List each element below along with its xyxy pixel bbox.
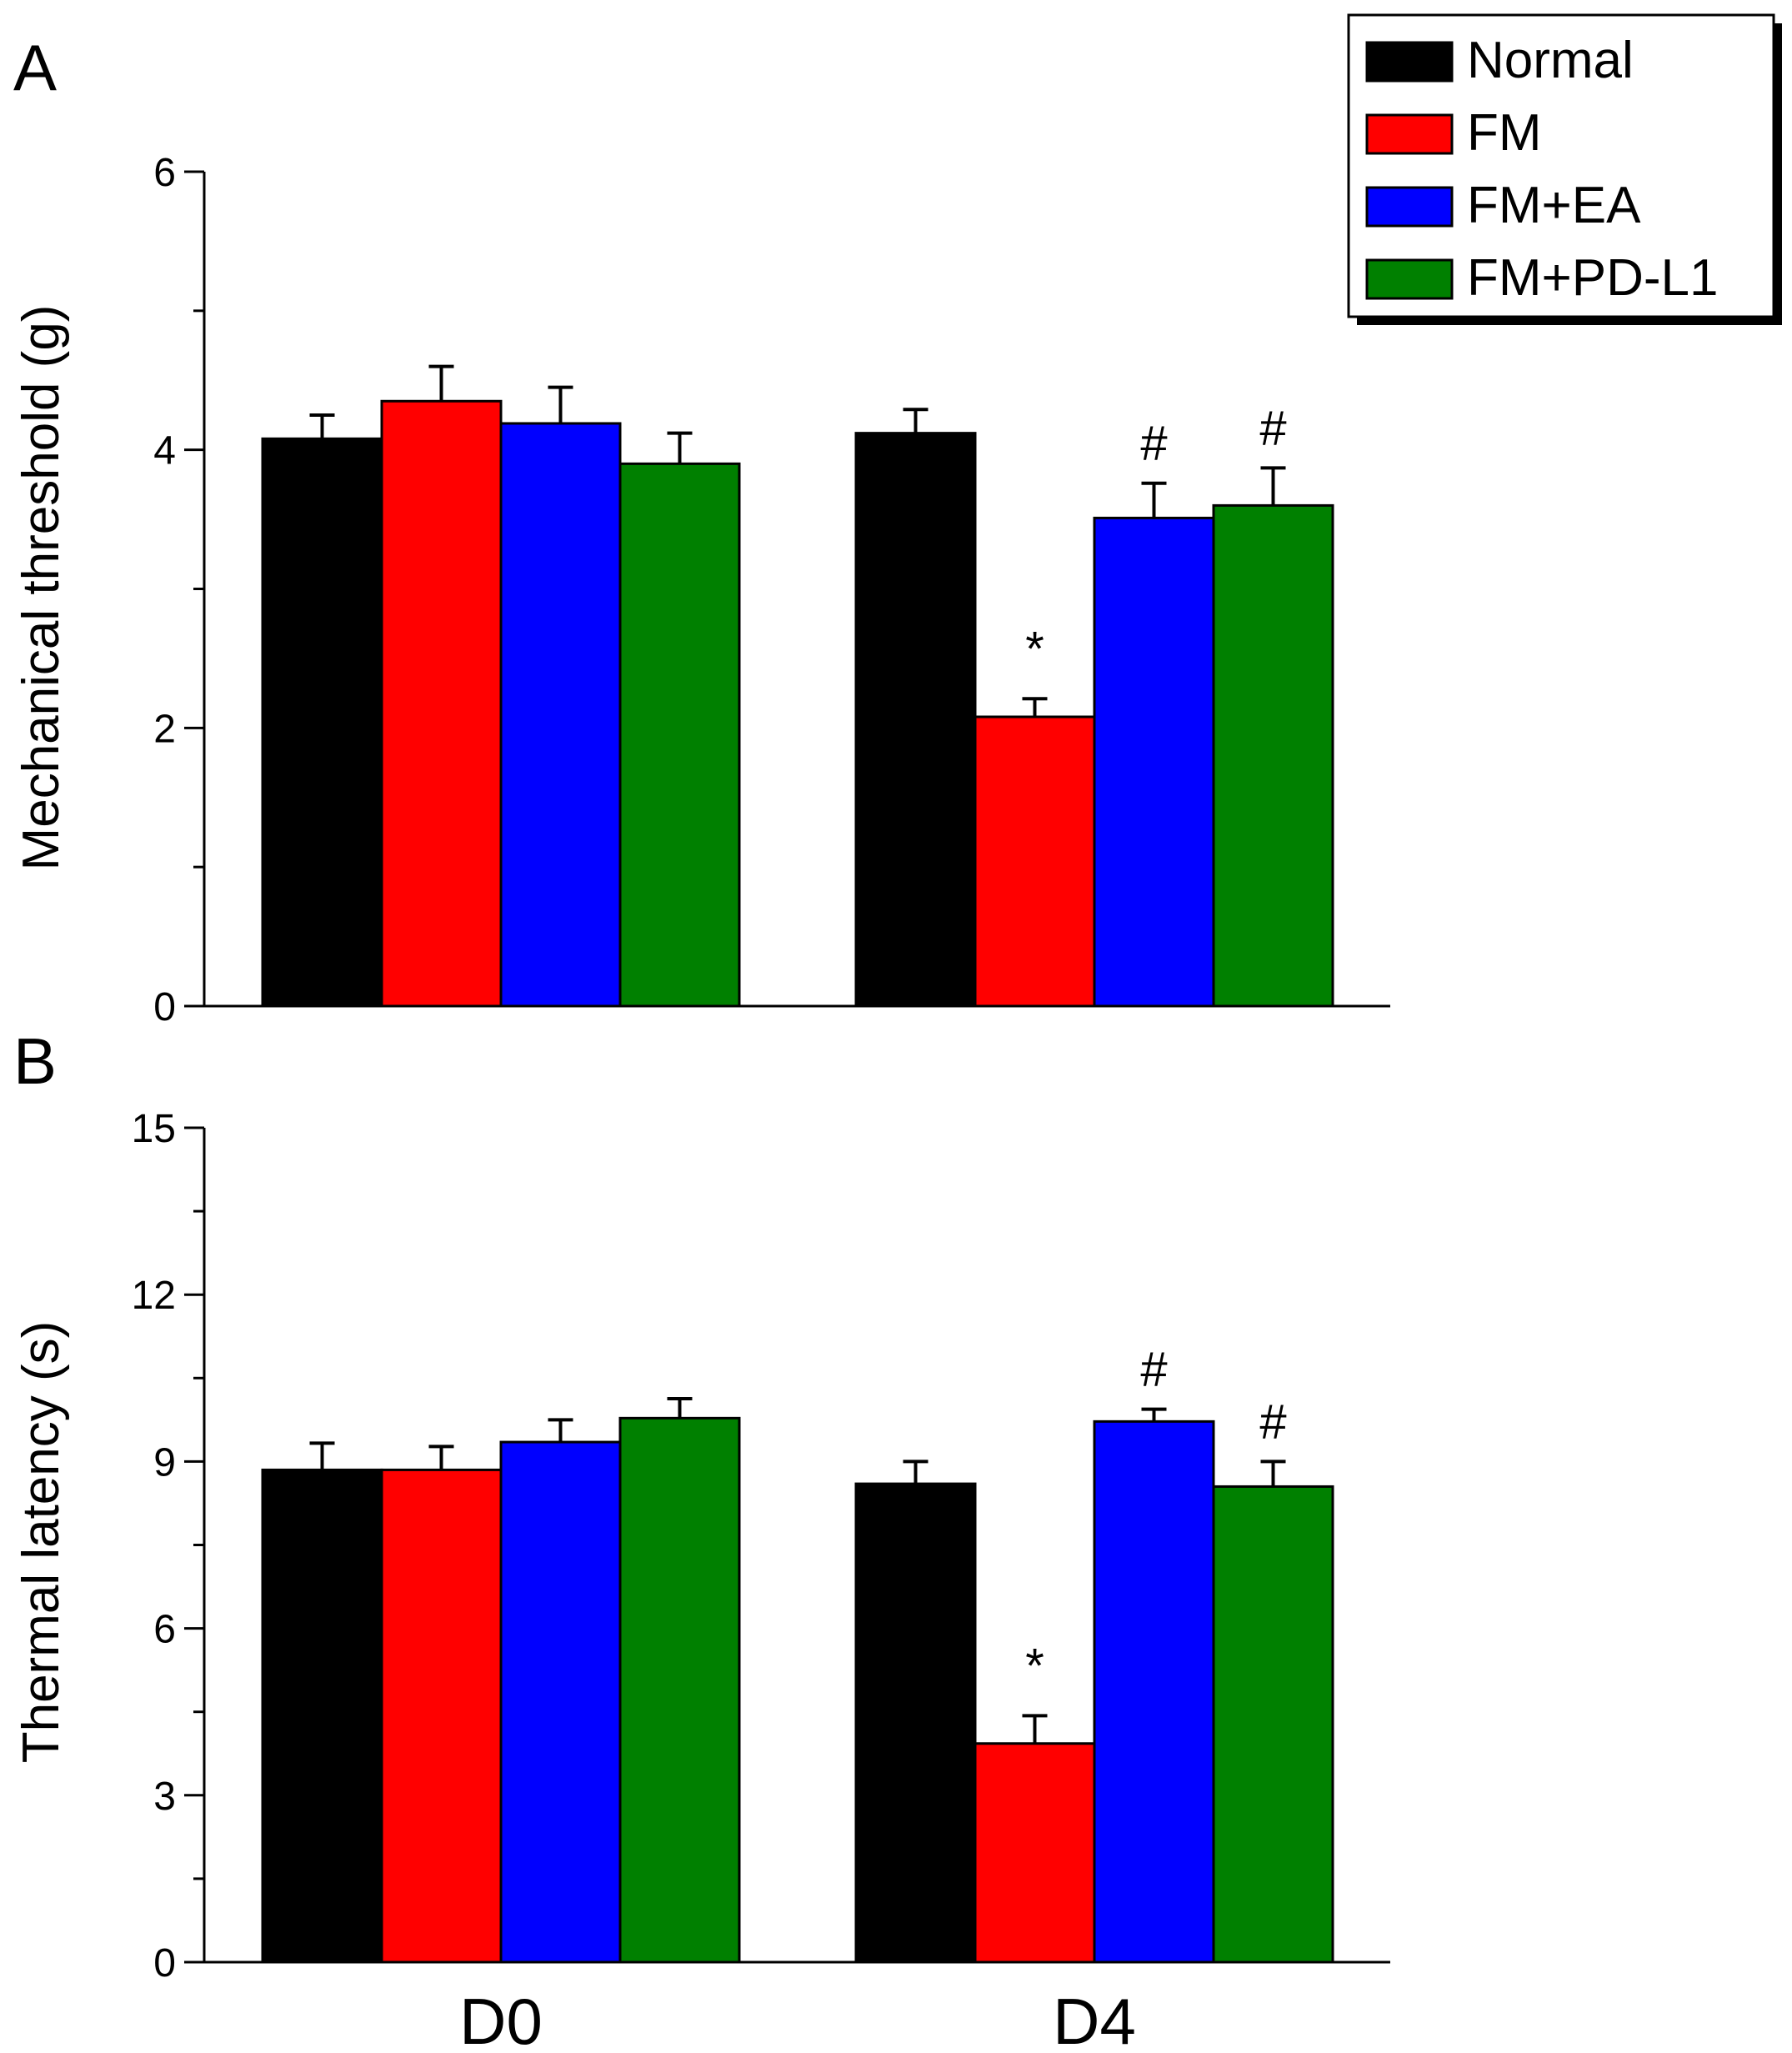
y-tick-label: 0 [153,985,176,1029]
bar-fm-ea-d4 [1093,516,1215,1008]
panel-b: B Thermal latency (s) * # #0 3 6 9 12 15 D0 D4 [13,1024,1390,2053]
y-tick-label: 6 [153,151,176,195]
legend-label-normal: Normal [1467,32,1634,89]
panel-a-y-axis-label: Mechanical threshold (g) [13,305,70,871]
legend-swatch-fm-ea [1365,186,1454,228]
legend-label-fm: FM [1467,104,1542,162]
y-tick-label: 3 [153,1775,176,1819]
legend-swatch-fm [1365,113,1454,155]
bar-fm-ea-d4 [1093,1420,1215,1964]
bar-normal-d4 [854,432,977,1008]
bar-normal-d0 [261,437,383,1008]
y-tick-label: 4 [153,429,176,473]
bar-fm-pd-l1-d0 [618,462,741,1008]
bar-fm-ea-d0 [499,1440,622,1964]
x-category-label-d0: D0 [459,1985,543,2053]
y-tick-label: 12 [132,1274,176,1318]
y-tick-label: 0 [153,1941,176,1985]
significance-asterisk: * [1025,1639,1044,1693]
bar-normal-d4 [854,1482,977,1964]
bar-fm-pd-l1-d0 [618,1416,741,1964]
significance-hash: # [1259,1395,1286,1449]
significance-asterisk: * [1025,622,1044,676]
significance-hash: # [1259,401,1286,455]
x-category-label-d4: D4 [1053,1985,1136,2053]
bar-normal-d0 [261,1468,383,1964]
bar-fm-d0 [380,399,503,1008]
y-tick-label: 15 [132,1107,176,1151]
panel-a-letter: A [13,31,57,104]
legend-swatch-normal [1365,41,1454,83]
legend-label-fm-pd-l1: FM+PD-L1 [1467,249,1718,307]
bar-fm-d4 [974,715,1096,1008]
bar-fm-d4 [974,1742,1096,1964]
panel-b-letter: B [13,1024,57,1098]
panel-b-y-axis-label: Thermal latency (s) [13,1321,70,1764]
bar-fm-ea-d0 [499,422,622,1008]
y-tick-label: 9 [153,1440,176,1485]
bar-fm-pd-l1-d4 [1212,1485,1334,1964]
legend-swatch-fm-pd-l1 [1365,258,1454,300]
y-tick-label: 6 [153,1608,176,1652]
significance-hash: # [1140,417,1167,471]
panel-a: A Mechanical threshold (g) * # #0 2 4 6 [13,31,1390,1029]
legend: Normal FM FM+EA FM+PD-L1 [1347,13,1782,325]
legend-label-fm-ea: FM+EA [1467,177,1641,234]
bar-fm-d0 [380,1468,503,1964]
significance-hash: # [1140,1343,1167,1397]
y-tick-label: 2 [153,707,176,751]
bar-fm-pd-l1-d4 [1212,503,1334,1008]
